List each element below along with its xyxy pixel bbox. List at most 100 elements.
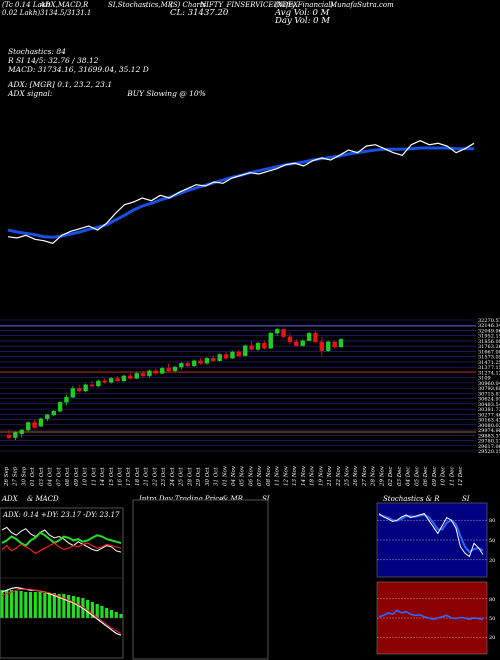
macd-hist-bar	[43, 593, 47, 618]
price-axis-label: 30080.03	[478, 423, 500, 429]
date-label: 07 Oct	[56, 467, 62, 486]
header-text: (S) Charts	[170, 1, 207, 9]
header-col7: MunafaSutra.com	[330, 1, 394, 9]
candle-body	[319, 341, 325, 351]
price-axis-label: 29974.98	[478, 428, 500, 434]
price-axis-label: 30624.93	[478, 397, 500, 403]
candle-body	[32, 422, 37, 428]
date-label: 15 Oct	[109, 467, 115, 486]
price-axis-label: 30483.54	[478, 402, 500, 408]
date-label: 25 Nov	[345, 465, 351, 487]
macd-hist-bar	[24, 592, 28, 618]
date-label: 03 Oct	[39, 467, 45, 486]
close-price: CL: 31437.20	[170, 8, 229, 18]
candle-body	[64, 397, 69, 403]
stoch-title: Stochastics & R	[383, 495, 440, 503]
header-text: ADX,MACD,R	[40, 1, 89, 9]
candle-body	[274, 329, 280, 334]
date-label: 24 Oct	[170, 467, 176, 487]
date-label: 04 Oct	[48, 467, 54, 486]
adx-macd-frame	[0, 507, 124, 659]
macd-hist-bar	[90, 602, 95, 618]
candle-body	[153, 370, 159, 374]
date-label: 06 Dec	[423, 467, 429, 487]
header-col6: (Nifty Financial) Avg Vol: 0 M Day Vol: …	[275, 1, 333, 25]
candle-body	[287, 336, 293, 343]
macd-hist-bar	[109, 610, 114, 618]
date-label: 30 Oct	[205, 467, 211, 486]
date-label: 10 Oct	[83, 467, 89, 486]
macd-hist-bar	[105, 608, 109, 618]
price-axis-label: 32049.96	[478, 328, 500, 334]
candle-body	[332, 341, 337, 348]
header-col5: NIFTY_FINSERVICEINDEX	[200, 1, 298, 9]
candle-body	[160, 368, 165, 374]
date-label: 18 Oct	[135, 467, 141, 486]
macd-hist-bar	[67, 595, 71, 618]
candle-body	[255, 342, 261, 350]
intraday-panel: Intra Day Trading Price& MR SI	[132, 495, 270, 660]
macd-hist-bar	[33, 592, 37, 618]
plus-di-line	[1, 531, 122, 547]
price-axis-label: 31667.08	[478, 349, 500, 355]
date-label: 22 Nov	[336, 465, 342, 487]
price-axis-label: 30163.43	[478, 418, 500, 424]
minus-di-line	[1, 542, 122, 555]
macd-hist-bar	[57, 594, 61, 618]
macd-hist-bar	[28, 592, 33, 618]
date-label: 26 Sep	[4, 466, 10, 487]
header-text: SI,Stochastics,MR	[108, 1, 174, 9]
adx-signal-label: ADX signal:	[8, 89, 53, 98]
date-label: 28 Oct	[187, 467, 193, 487]
header-col3: SI,Stochastics,MR	[108, 1, 173, 9]
macd-hist-bar	[0, 590, 4, 618]
stoch-axis-label: 80	[489, 518, 495, 524]
candle-body	[115, 378, 120, 382]
date-label: 06 Nov	[248, 465, 254, 486]
candle-body	[243, 345, 248, 356]
date-label: 09 Oct	[74, 467, 80, 486]
candle-body	[217, 354, 222, 362]
date-label: 09 Dec	[432, 467, 438, 487]
date-label: 11 Nov	[275, 465, 281, 486]
price-axis-label: 30381.72	[478, 407, 500, 413]
date-label: 29 Nov	[379, 465, 385, 487]
header-col4: (S) Charts CL: 31437.20	[170, 1, 228, 17]
date-label: 08 Oct	[65, 467, 71, 486]
macd-hist-bar	[38, 592, 42, 618]
price-axis-label: 31573.05	[478, 355, 500, 361]
si-title: SI	[262, 495, 270, 503]
candle-body	[281, 329, 286, 338]
date-label: 21 Nov	[327, 465, 333, 487]
candle-body	[191, 360, 197, 367]
date-label: 07 Nov	[257, 465, 263, 486]
candle-body	[326, 341, 331, 351]
stoch-axis-label: 50	[489, 538, 495, 544]
candle-body	[306, 332, 312, 341]
date-label: 04 Nov	[231, 465, 237, 486]
stoch-k-line	[378, 513, 484, 558]
macd-signal-line	[1, 588, 122, 634]
date-label: 02 Dec	[388, 467, 394, 487]
macd-hist-bar	[48, 593, 52, 618]
date-label: 03 Dec	[397, 467, 403, 487]
adx-macd-panel: ADX & MACD ADX: 0.14 +DY: 23.17 -DY: 23.17	[0, 495, 124, 659]
price-axis-label: 31856.09	[478, 339, 500, 345]
stoch-axis-label: 20	[489, 558, 495, 564]
macd-hist-bar	[100, 606, 104, 618]
adx-title: ADX	[1, 495, 19, 503]
price-axis-label: 31763.26	[478, 344, 500, 350]
date-label: 05 Nov	[240, 465, 246, 486]
header-col1: (Tc 0.14 Lakh 0.02 Lakh)	[2, 1, 50, 17]
price-axis-label: 29780.11	[478, 439, 500, 445]
date-label: 26 Nov	[353, 465, 359, 487]
macd-text: MACD: 31734.16, 31699.04, 35.12 D	[8, 65, 149, 74]
date-label: 13 Nov	[292, 465, 298, 486]
macd-hist-bar	[9, 590, 14, 618]
candle-body	[262, 342, 267, 349]
intraday-title: Intra Day Trading Price	[138, 495, 223, 503]
date-label: 16 Oct	[118, 467, 124, 486]
price-axis-label: 29520.15	[478, 449, 500, 455]
candle-body	[70, 388, 76, 398]
mr-title: & MR	[222, 495, 244, 503]
